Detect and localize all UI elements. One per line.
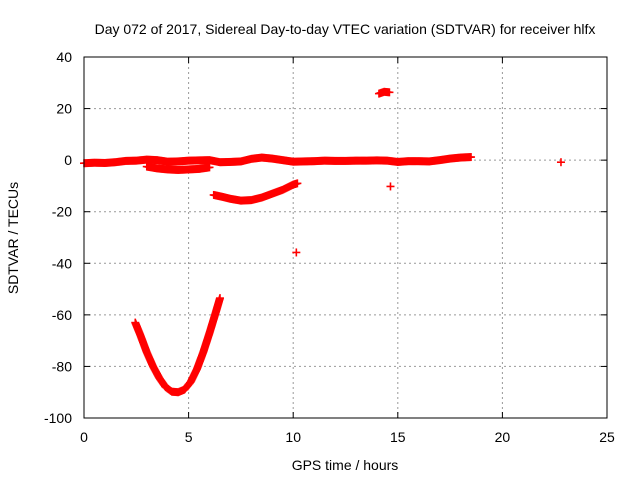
data-point: [292, 248, 301, 257]
data-point: [385, 88, 394, 97]
data-point: [556, 158, 565, 167]
plot-frame: [83, 56, 608, 419]
data-point: [215, 294, 224, 303]
data-point: [386, 182, 395, 191]
x-tick-label: 10: [285, 429, 301, 445]
x-tick-label: 5: [185, 429, 193, 445]
y-tick-label: 20: [56, 101, 72, 117]
x-tick-label: 20: [495, 429, 511, 445]
y-tick-label: -20: [52, 204, 72, 220]
y-tick-label: 40: [56, 49, 72, 65]
data-point: [293, 179, 302, 188]
grid: [84, 57, 607, 418]
x-axis-label: GPS time / hours: [292, 457, 399, 473]
axis-ticks: [83, 56, 608, 419]
data-point: [205, 163, 214, 172]
y-tick-label: -40: [52, 255, 72, 271]
x-tick-label: 0: [80, 429, 88, 445]
x-tick-label: 25: [599, 429, 615, 445]
x-tick-label: 15: [390, 429, 406, 445]
y-tick-label: -60: [52, 307, 72, 323]
tick-labels: 0 5 10 15 20 25 -100 -80 -60 -40 -20 0 20 40: [44, 49, 615, 445]
data-point: [467, 153, 476, 162]
y-tick-label: -80: [52, 358, 72, 374]
y-tick-label: 0: [64, 152, 72, 168]
y-tick-label: -100: [44, 410, 72, 426]
data-points: [80, 87, 565, 397]
y-axis-label: SDTVAR / TECUs: [5, 182, 21, 294]
chart-title: Day 072 of 2017, Sidereal Day-to-day VTE…: [95, 21, 596, 37]
